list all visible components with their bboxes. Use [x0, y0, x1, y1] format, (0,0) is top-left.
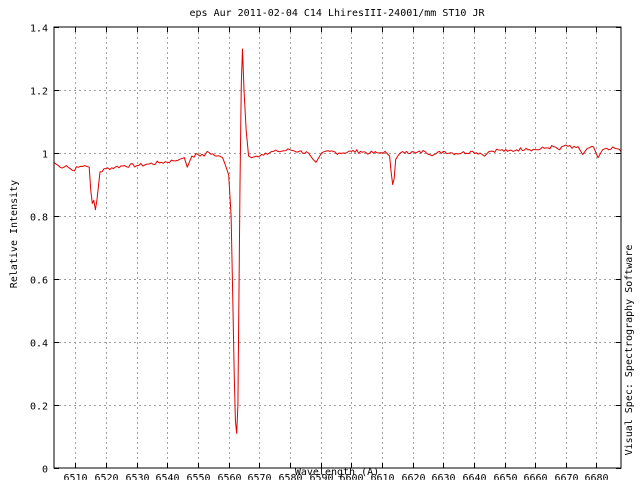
x-tick-label: 6650: [493, 473, 517, 480]
y-tick-label: 1.4: [30, 24, 48, 35]
x-axis-label: Wavelength (A): [295, 467, 379, 478]
y-tick-label: 0.4: [30, 339, 48, 350]
plot-frame: [53, 26, 622, 469]
x-tick-label: 6520: [94, 473, 118, 480]
x-tick-label: 6620: [401, 473, 425, 480]
y-tick-label: 0.2: [30, 402, 48, 413]
x-tick-label: 6550: [186, 473, 210, 480]
chart-title: eps Aur 2011-02-04 C14 LhiresIII-24001/m…: [189, 8, 485, 19]
x-tick-label: 6610: [370, 473, 394, 480]
x-tick-label: 6670: [554, 473, 578, 480]
y-tick-label: 0: [42, 465, 48, 476]
series-layer: [53, 48, 622, 434]
x-tick-label: 6590: [309, 473, 333, 480]
software-credit-label: Visual Spec: Spectrography Software: [624, 245, 635, 456]
grid-lines: [54, 27, 621, 468]
y-tick-label: 1: [42, 150, 48, 161]
y-tick-label: 0.6: [30, 276, 48, 287]
x-tick-label: 6510: [63, 473, 87, 480]
x-axis: 6510 6520 6530 6540 6550 6560 6570 6580 6590 6600…: [63, 27, 609, 480]
x-tick-label: 6540: [155, 473, 179, 480]
x-tick-label: 6680: [584, 473, 608, 480]
y-axis: 0 0.2 0.4 0.6 0.8 1 1.2 1.4: [30, 24, 621, 476]
x-tick-label: 6640: [462, 473, 486, 480]
x-tick-label: 6570: [247, 473, 271, 480]
y-tick-label: 0.8: [30, 213, 48, 224]
spectrum-series-line: [53, 48, 622, 434]
x-tick-label: 6560: [217, 473, 241, 480]
y-tick-label: 1.2: [30, 87, 48, 98]
x-tick-label: 6600: [339, 473, 363, 480]
x-tick-label: 6630: [431, 473, 455, 480]
x-tick-label: 6580: [278, 473, 302, 480]
y-axis-label: Relative Intensity: [9, 180, 20, 288]
x-tick-label: 6660: [523, 473, 547, 480]
x-tick-label: 6530: [125, 473, 149, 480]
